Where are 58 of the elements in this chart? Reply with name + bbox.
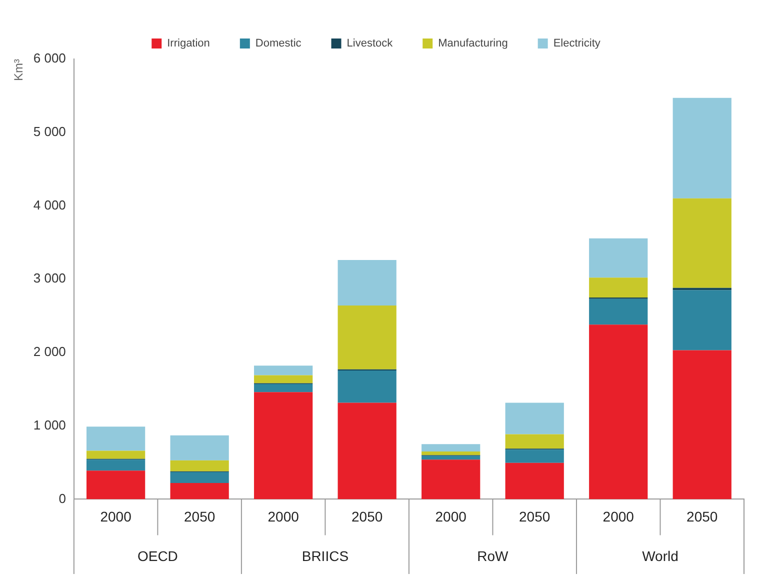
bar [589, 298, 648, 325]
bar [254, 375, 313, 384]
bar [422, 444, 480, 452]
bar [170, 483, 229, 500]
bar [254, 384, 313, 392]
bar [505, 462, 564, 500]
text: RoW [477, 548, 510, 564]
y-tick-label: 5 000 [33, 124, 66, 139]
y-tick-label: 0 [58, 490, 66, 506]
y-tick-label: 6 000 [33, 50, 66, 66]
x-tick-label: 2000 [602, 508, 634, 524]
bar [338, 402, 396, 500]
bar [86, 470, 146, 500]
x-tick-label: 2000 [100, 508, 132, 524]
bar [254, 366, 313, 376]
bar [86, 460, 146, 471]
y-tick-label: 1 000 [33, 417, 66, 432]
bar [422, 456, 480, 460]
bar [589, 278, 648, 298]
bar [672, 98, 732, 198]
y-tick-label: 2 000 [33, 344, 66, 360]
bar [589, 324, 648, 500]
x-tick-label: 2050 [352, 508, 383, 524]
bar [672, 198, 732, 288]
text: BRIICS [302, 548, 349, 564]
bar [589, 238, 648, 278]
bar [170, 472, 229, 484]
text: OECD [137, 548, 178, 564]
bar [86, 426, 146, 451]
bar [422, 452, 480, 456]
bar [254, 392, 313, 500]
x-tick-label: 2050 [519, 508, 550, 524]
x-tick-label: 2050 [686, 508, 718, 524]
legend-label: Manufacturing [438, 38, 508, 50]
bar [170, 435, 229, 460]
bar [505, 450, 564, 463]
y-tick-label: 3 000 [33, 270, 66, 286]
x-tick-label: 2000 [268, 508, 300, 524]
bar [672, 288, 732, 290]
bar [505, 434, 564, 449]
x-tick-label: 2050 [184, 508, 216, 524]
bar [672, 350, 732, 500]
legend-label: Irrigation [167, 38, 210, 50]
legend-label: Domestic [255, 38, 302, 50]
bar [505, 402, 564, 434]
bar [86, 450, 146, 459]
bar [170, 460, 229, 472]
bar [338, 260, 396, 306]
bar [672, 290, 732, 350]
bar [422, 460, 480, 500]
y-tick-label: 4 000 [33, 197, 66, 212]
bar [338, 306, 396, 370]
legend-label: Livestock [346, 38, 394, 50]
x-tick-label: 2000 [435, 508, 467, 524]
legend-label: Electricity [553, 38, 601, 50]
y-axis-title: Km³ [12, 59, 26, 81]
bar [338, 370, 396, 403]
text: World [642, 548, 678, 564]
